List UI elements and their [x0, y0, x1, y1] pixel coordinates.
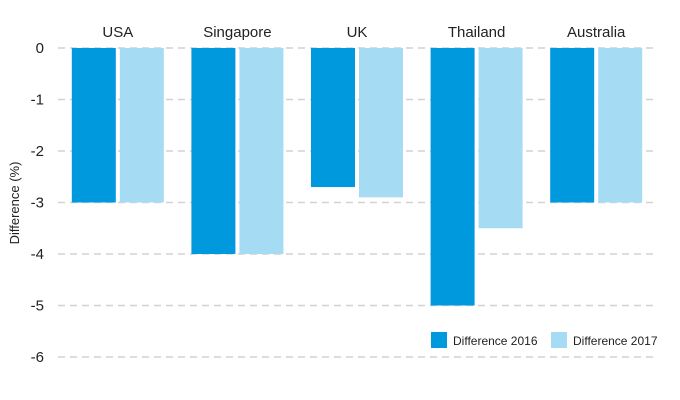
legend-label: Difference 2016: [453, 334, 538, 348]
y-tick-label: -5: [31, 298, 44, 315]
y-tick-label: -1: [31, 92, 44, 109]
legend-swatch: [551, 332, 567, 348]
y-tick-label: -6: [31, 349, 44, 366]
legend: Difference 2016 Difference 2017: [431, 332, 658, 348]
y-tick-label: -2: [31, 143, 44, 160]
y-axis-title: Difference (%): [7, 162, 22, 245]
legend-label: Difference 2017: [573, 334, 658, 348]
category-label: UK: [347, 24, 368, 41]
bar-uk-2: [359, 48, 403, 198]
y-tick-labels: 0 -1 -2 -3 -4 -5 -6: [31, 40, 44, 366]
category-label: Australia: [567, 24, 626, 41]
category-label: Thailand: [448, 24, 506, 41]
category-label: Singapore: [203, 24, 271, 41]
y-tick-label: 0: [36, 40, 44, 57]
category-labels: USA Singapore UK Thailand Australia: [102, 24, 626, 41]
bars: [71, 48, 643, 306]
y-tick-label: -4: [31, 246, 44, 263]
bar-thailand-2: [478, 48, 523, 229]
bar-thailand-1: [430, 48, 475, 306]
bar-singapore-2: [239, 48, 284, 254]
bar-usa-2: [119, 48, 164, 203]
bar-australia-1: [550, 48, 595, 203]
legend-swatch: [431, 332, 447, 348]
y-tick-label: -3: [31, 195, 44, 212]
bar-singapore-1: [191, 48, 236, 254]
bar-uk-1: [311, 48, 355, 188]
category-label: USA: [102, 24, 133, 41]
bar-usa-1: [71, 48, 116, 203]
bar-australia-2: [598, 48, 643, 203]
